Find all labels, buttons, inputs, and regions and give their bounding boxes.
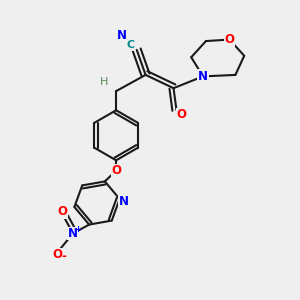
Text: N: N [198,70,208,83]
Text: O: O [224,33,235,46]
Text: O: O [52,248,62,261]
Text: N: N [68,227,78,240]
Text: +: + [74,225,81,234]
Text: O: O [58,206,68,218]
Text: O: O [111,164,121,177]
Text: C: C [127,40,135,50]
Text: N: N [119,196,129,208]
Text: N: N [117,29,127,42]
Text: H: H [100,77,109,87]
Text: O: O [177,108,187,121]
Text: -: - [62,250,67,263]
